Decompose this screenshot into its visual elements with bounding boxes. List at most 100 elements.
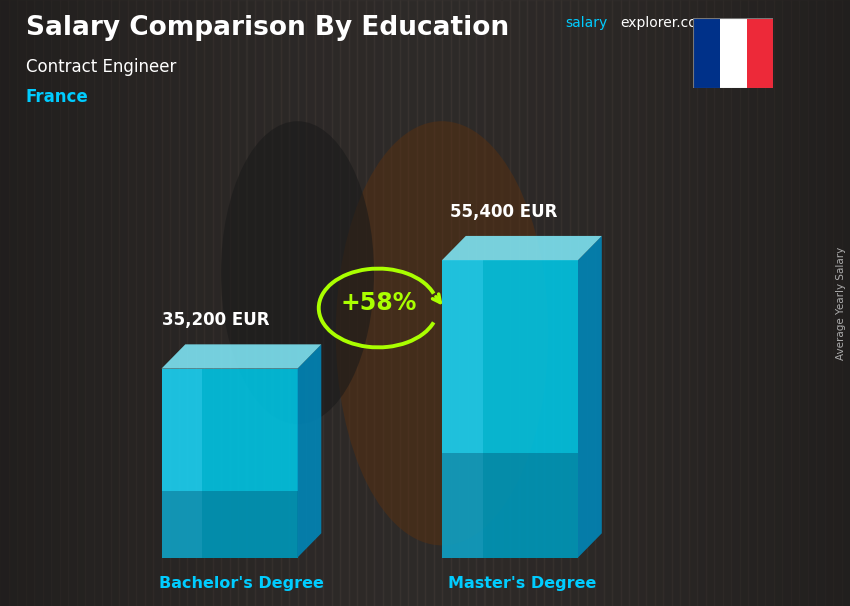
Bar xyxy=(144,0,153,606)
Text: France: France xyxy=(26,88,88,106)
Text: Average Yearly Salary: Average Yearly Salary xyxy=(836,247,846,359)
Bar xyxy=(416,0,425,606)
Bar xyxy=(765,0,774,606)
Bar xyxy=(714,0,722,606)
Bar xyxy=(94,0,102,606)
Bar xyxy=(654,0,663,606)
Bar xyxy=(60,0,68,606)
Ellipse shape xyxy=(336,121,548,545)
Bar xyxy=(693,18,720,88)
Bar xyxy=(561,0,570,606)
Bar xyxy=(552,0,561,606)
Bar xyxy=(400,0,408,606)
Text: +58%: +58% xyxy=(340,291,416,315)
Bar xyxy=(170,0,178,606)
Bar xyxy=(722,0,731,606)
Bar xyxy=(476,0,484,606)
Bar xyxy=(536,0,544,606)
Bar xyxy=(450,0,459,606)
Bar xyxy=(595,0,604,606)
Bar xyxy=(348,0,357,606)
Bar xyxy=(799,0,808,606)
Bar xyxy=(323,0,332,606)
Bar xyxy=(833,0,842,606)
Bar xyxy=(782,0,790,606)
Bar xyxy=(230,0,238,606)
Bar xyxy=(85,0,94,606)
Bar xyxy=(153,0,162,606)
Bar xyxy=(17,0,26,606)
Bar xyxy=(816,0,824,606)
Text: Salary Comparison By Education: Salary Comparison By Education xyxy=(26,15,508,41)
Ellipse shape xyxy=(221,121,374,424)
Bar xyxy=(442,0,450,606)
Polygon shape xyxy=(162,344,321,368)
Bar xyxy=(196,0,204,606)
Polygon shape xyxy=(442,260,578,558)
Text: 35,200 EUR: 35,200 EUR xyxy=(162,311,269,329)
Bar xyxy=(8,0,17,606)
Bar xyxy=(34,0,42,606)
Text: Bachelor's Degree: Bachelor's Degree xyxy=(159,576,324,591)
Polygon shape xyxy=(442,236,602,260)
Polygon shape xyxy=(298,344,321,558)
Bar xyxy=(255,0,264,606)
Bar xyxy=(238,0,246,606)
Bar xyxy=(298,0,306,606)
Bar xyxy=(680,0,688,606)
Bar xyxy=(340,0,348,606)
Bar xyxy=(638,0,646,606)
Bar xyxy=(434,0,442,606)
Bar xyxy=(162,0,170,606)
Polygon shape xyxy=(578,236,602,558)
Bar xyxy=(102,0,110,606)
Bar xyxy=(790,0,799,606)
Bar xyxy=(374,0,382,606)
Bar xyxy=(629,0,638,606)
Polygon shape xyxy=(442,260,483,558)
Polygon shape xyxy=(162,368,298,558)
Bar xyxy=(697,0,706,606)
Bar xyxy=(746,18,774,88)
Bar xyxy=(646,0,654,606)
Bar xyxy=(688,0,697,606)
Bar xyxy=(570,0,578,606)
Bar xyxy=(0,0,8,606)
Bar xyxy=(663,0,672,606)
Bar xyxy=(468,0,476,606)
Text: Master's Degree: Master's Degree xyxy=(448,576,596,591)
Bar xyxy=(493,0,501,606)
Bar xyxy=(136,0,144,606)
Bar xyxy=(42,0,51,606)
Bar xyxy=(484,0,493,606)
Bar xyxy=(366,0,374,606)
Text: salary: salary xyxy=(565,16,608,30)
Bar xyxy=(51,0,60,606)
Text: 55,400 EUR: 55,400 EUR xyxy=(450,203,558,221)
Bar xyxy=(178,0,187,606)
Bar xyxy=(527,0,536,606)
Bar xyxy=(706,0,714,606)
Bar xyxy=(672,0,680,606)
Bar xyxy=(612,0,620,606)
Bar xyxy=(740,0,748,606)
Bar xyxy=(332,0,340,606)
Text: explorer.com: explorer.com xyxy=(620,16,711,30)
Bar xyxy=(187,0,196,606)
Bar xyxy=(110,0,119,606)
Bar xyxy=(808,0,816,606)
Text: Contract Engineer: Contract Engineer xyxy=(26,58,176,76)
Bar xyxy=(578,0,586,606)
Bar xyxy=(391,0,399,606)
Bar xyxy=(459,0,468,606)
Bar xyxy=(586,0,595,606)
Bar xyxy=(731,0,740,606)
Bar xyxy=(720,18,746,88)
Bar xyxy=(748,0,756,606)
Bar xyxy=(212,0,221,606)
Bar xyxy=(510,0,518,606)
Bar xyxy=(620,0,629,606)
Bar xyxy=(264,0,272,606)
Bar xyxy=(314,0,323,606)
Bar xyxy=(604,0,612,606)
